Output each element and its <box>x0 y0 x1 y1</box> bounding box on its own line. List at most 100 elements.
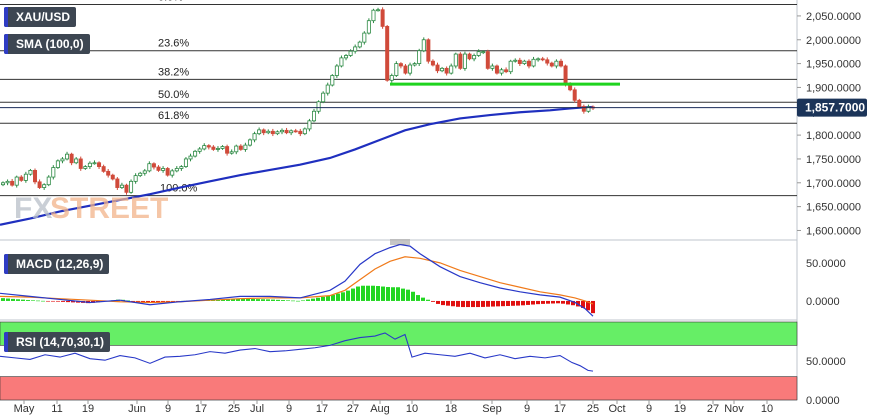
x-tick-label: 17 <box>554 403 566 415</box>
x-tick-label: 10 <box>406 403 418 415</box>
macd-histogram-bar <box>356 286 360 301</box>
candle-body <box>211 146 216 150</box>
x-tick-label: 11 <box>51 403 62 415</box>
macd-histogram-bar <box>406 289 410 301</box>
candle-body <box>453 53 458 67</box>
macd-histogram-bar <box>416 295 420 301</box>
x-tick-label: 17 <box>316 403 328 415</box>
macd-histogram-bar <box>436 300 440 304</box>
candle-body <box>101 166 106 172</box>
rsi-text: RSI (14,70,30,1) <box>16 335 105 349</box>
candle-body <box>403 65 408 74</box>
macd-histogram-bar <box>481 300 485 307</box>
candle-body <box>225 146 230 154</box>
x-tick-label: 18 <box>445 403 457 415</box>
price-panel: 2,050.0000 2,000.0000 1,950.0000 1,900.0000… <box>0 0 867 400</box>
rsi-label[interactable]: RSI (14,70,30,1) <box>4 332 111 352</box>
macd-histogram-bar <box>246 298 250 301</box>
current-price-tag <box>797 98 867 117</box>
candle-body <box>0 182 6 186</box>
candle-body <box>133 175 138 182</box>
macd-histogram-bar <box>376 286 380 301</box>
candle-body <box>293 130 298 133</box>
candle-body <box>92 162 97 165</box>
candle-body <box>307 120 312 130</box>
candle-body <box>42 184 47 188</box>
macd-histogram-bar <box>411 291 415 301</box>
macd-histogram-bar <box>516 300 520 306</box>
symbol-label[interactable]: XAU/USD <box>4 7 77 27</box>
macd-histogram-bar <box>586 300 590 311</box>
macd-histogram-bar <box>531 300 535 305</box>
candle-body <box>10 180 15 186</box>
macd-histogram-bar <box>66 300 70 303</box>
x-tick-label: 17 <box>195 403 207 415</box>
fib-label: 38.2% <box>158 66 189 78</box>
candle-body <box>545 59 550 64</box>
macd-label[interactable]: MACD (12,26,9) <box>4 254 110 274</box>
macd-histogram-bar <box>546 300 550 304</box>
candle-body <box>275 131 280 135</box>
candle-body <box>55 160 60 168</box>
candle-body <box>243 144 248 150</box>
x-tick-label: May <box>14 403 35 415</box>
candle-body <box>481 51 486 54</box>
watermark-street: STREET <box>50 192 168 225</box>
candle-body <box>234 145 239 153</box>
x-axis: May 11 19 Jun 9 17 25 Jul 9 17 27 Aug 10 18 Sep 9 17 25 Oc… <box>14 400 773 415</box>
candle-body <box>353 46 358 52</box>
candle-body <box>220 146 225 149</box>
candle-body <box>581 106 586 112</box>
candle-body <box>472 55 477 60</box>
price-tick-label: 1,700.0000 <box>806 178 861 190</box>
candle-body <box>408 64 413 74</box>
candle-body <box>430 60 435 66</box>
candle-body <box>65 153 70 160</box>
macd-histogram-bar <box>301 300 305 302</box>
candle-body <box>398 63 403 67</box>
macd-histogram-bar <box>336 293 340 301</box>
macd-histogram-bar <box>171 300 175 302</box>
candle-body <box>504 69 509 73</box>
macd-histogram-bar <box>351 288 355 301</box>
candle-body <box>284 129 289 134</box>
rsi-tick-label: 0.0000 <box>806 395 840 407</box>
candle-body <box>229 151 234 154</box>
candle-body <box>554 60 559 67</box>
macd-histogram-bar <box>46 300 50 302</box>
candle-body <box>517 59 522 64</box>
macd-histogram-bar <box>556 300 560 304</box>
macd-histogram-bar <box>1 298 5 301</box>
candle-body <box>577 99 582 107</box>
macd-histogram-bar <box>491 300 495 307</box>
candle-body <box>549 62 554 67</box>
price-tick-label: 1,750.0000 <box>806 154 861 166</box>
x-tick-label: 25 <box>587 403 599 415</box>
macd-histogram-bar <box>366 285 370 301</box>
macd-histogram-bar <box>306 299 310 301</box>
candle-body <box>312 110 317 122</box>
macd-histogram-bar <box>561 300 565 304</box>
macd-histogram-bar <box>291 300 295 302</box>
candle-body <box>458 53 463 69</box>
candle-body <box>412 63 417 66</box>
candle-body <box>161 168 166 171</box>
sma-label[interactable]: SMA (100,0) <box>4 34 90 54</box>
candle-body <box>421 39 426 52</box>
x-tick-label: 27 <box>707 403 719 415</box>
candle-body <box>252 133 257 141</box>
candle-body <box>302 128 307 135</box>
macd-histogram-bar <box>236 298 240 301</box>
candle-body <box>215 148 220 150</box>
candle-body <box>74 158 79 164</box>
candle-body <box>467 53 472 60</box>
price-tick-label: 1,600.0000 <box>806 225 861 237</box>
macd-histogram-bar <box>266 299 270 301</box>
candle-body <box>106 170 111 176</box>
macd-histogram-bar <box>56 300 60 302</box>
sma-line <box>0 105 594 226</box>
macd-histogram-bar <box>446 300 450 306</box>
macd-histogram-bar <box>341 292 345 301</box>
candle-body <box>449 65 454 74</box>
price-tick-label: 2,000.0000 <box>806 35 861 47</box>
